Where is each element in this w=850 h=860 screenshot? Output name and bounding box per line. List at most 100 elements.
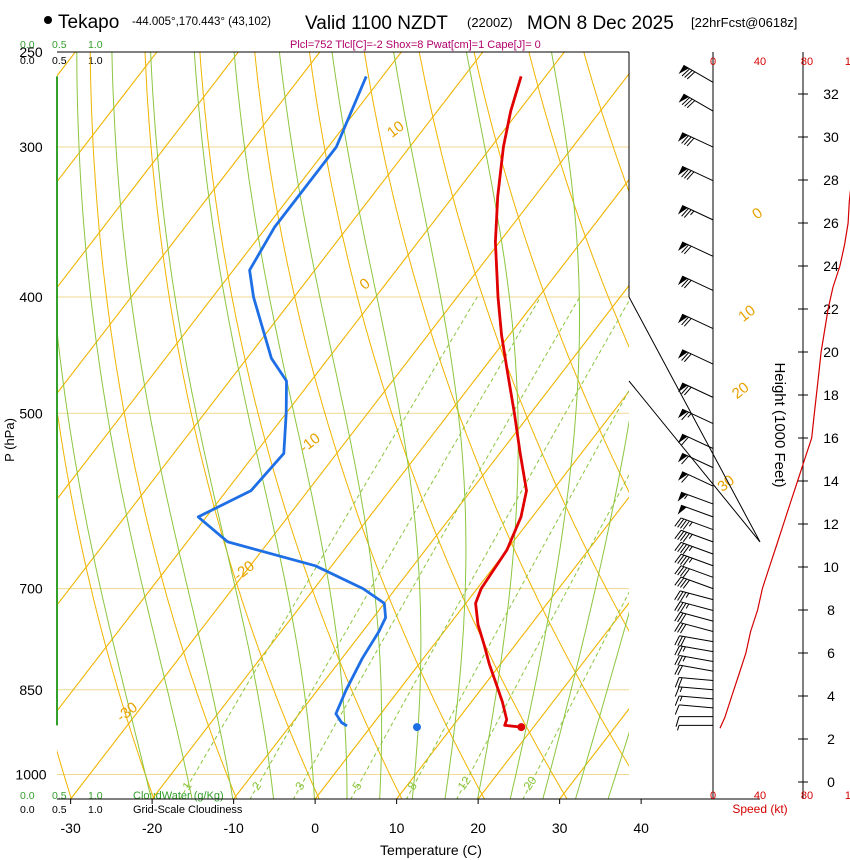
x-tick-label-4: 10 [389, 820, 405, 836]
mixing-ratio-12 [456, 474, 629, 799]
speed-axis-title: Speed (kt) [732, 802, 787, 816]
wind-barb-flag [680, 567, 688, 577]
x-tick-label-2: -10 [224, 820, 244, 836]
wind-barb-flag [681, 135, 689, 144]
wind-barb-pennant [677, 166, 688, 176]
x-tick-label-1: -20 [142, 820, 162, 836]
wind-barb-staff [680, 590, 714, 601]
wind-barb [677, 349, 714, 365]
wind-barb-flag [681, 208, 689, 217]
p-tick-label-0: 250 [19, 44, 43, 60]
height-tick-label-11: 22 [823, 301, 839, 317]
station-name: Tekapo [58, 12, 119, 33]
mixing-ratio-20 [522, 591, 629, 799]
height-tick-label-1: 2 [827, 731, 835, 747]
wind-barb-flag [677, 554, 685, 564]
wind-barb [677, 205, 714, 221]
height-tick-label-14: 28 [823, 172, 839, 188]
cloudwater-scale-bottom-1: 0.5 [52, 790, 67, 802]
x-tick-label-0: -30 [61, 820, 81, 836]
wind-barb-flag [677, 531, 685, 540]
wind-barb [678, 64, 714, 83]
wind-barb-staff [679, 677, 714, 682]
wind-barb [677, 382, 714, 398]
wind-barb-flag [686, 137, 695, 147]
x-tick-label-7: 40 [633, 820, 649, 836]
wind-barb-flag [677, 677, 683, 688]
wind-barb-flag [677, 612, 684, 623]
wind-barb-staff [681, 471, 714, 487]
p-tick-label-5: 850 [19, 682, 43, 698]
wind-barb [677, 433, 714, 449]
speed-tick-bottom-3: 120 [845, 790, 850, 802]
wind-barb-flag [674, 695, 680, 706]
wind-barb-flag [683, 209, 692, 218]
wind-barb-staff [680, 491, 714, 505]
isotherm--20 [151, 178, 629, 799]
wind-barb [674, 529, 714, 543]
wind-barb-flag [681, 455, 689, 465]
wind-barb [674, 611, 714, 623]
grid-label-6: 10 [735, 302, 759, 326]
height-tick-label-5: 10 [823, 559, 839, 575]
isotherm--60 [57, 52, 403, 501]
wind-barb-staff [680, 565, 714, 578]
grid-label-0: 10 [384, 118, 408, 142]
wind-barb [674, 553, 714, 567]
wind-barb-flag [681, 411, 689, 421]
wind-barb-staff [679, 704, 714, 709]
wind-barb-staff [681, 452, 714, 469]
utc-time: (2200Z) [467, 15, 513, 30]
wind-barb-pennant [677, 314, 688, 324]
height-tick-label-2: 4 [827, 688, 835, 704]
mixing-ratio-label-12: 12 [455, 773, 474, 792]
wind-barb-pennant [677, 132, 688, 142]
cloudiness-scale-bottom-2: 1.0 [88, 804, 103, 816]
mixing-ratio-label-20: 20 [520, 773, 539, 792]
y-axis-title: P (hPa) [2, 418, 17, 462]
wind-barb-flag [682, 520, 690, 530]
wind-barb-staff [680, 611, 714, 622]
wind-barb-flag [682, 533, 690, 543]
wind-barb-pennant [677, 434, 688, 444]
isotherm--70 [57, 52, 321, 395]
wind-barb-flag [674, 590, 681, 601]
grid-label-4: -30 [113, 699, 141, 726]
wind-barb [674, 635, 714, 647]
wind-barb-half-flag [682, 656, 686, 662]
wind-barb-flag [681, 278, 689, 288]
wind-barb-staff [680, 517, 714, 531]
wind-barb-staff [680, 576, 714, 590]
wind-barb [674, 655, 714, 666]
x-axis-title: Temperature (C) [380, 842, 482, 858]
dry-adiabat-320 [418, 52, 629, 632]
wind-barb [677, 724, 713, 731]
wind-barb [674, 645, 714, 656]
wind-barb-staff [681, 313, 714, 330]
isotherm--50 [57, 52, 484, 606]
moist-adiabat-0 [193, 52, 315, 799]
wind-barb-flag [674, 517, 682, 527]
wind-barb-pennant [678, 65, 689, 75]
dry-adiabat-340 [528, 52, 629, 349]
wind-barb-flag [674, 529, 682, 539]
grid-label-8: 30 [714, 472, 738, 496]
wind-barb [674, 704, 714, 715]
isotherm--90 [57, 52, 158, 183]
mixing-ratio-2 [249, 296, 541, 799]
wind-barb-pennant [677, 205, 688, 215]
mixing-ratio-8 [406, 389, 629, 799]
mixing-ratio-label-5: 5 [349, 779, 364, 793]
wind-barb-pennant [677, 276, 688, 286]
dry-adiabat-280 [199, 52, 403, 799]
wind-barb [677, 491, 714, 505]
wind-barb-flag [681, 385, 689, 395]
moist-adiabat-12 [331, 52, 422, 799]
wind-barb-flag [681, 352, 689, 361]
wind-barb-flag [680, 532, 688, 542]
wind-barb-half-flag [690, 210, 695, 216]
dry-adiabat-260 [89, 52, 238, 799]
wind-barb-pennant [677, 241, 688, 252]
height-tick-label-6: 12 [823, 516, 839, 532]
p-tick-label-4: 700 [19, 581, 43, 597]
